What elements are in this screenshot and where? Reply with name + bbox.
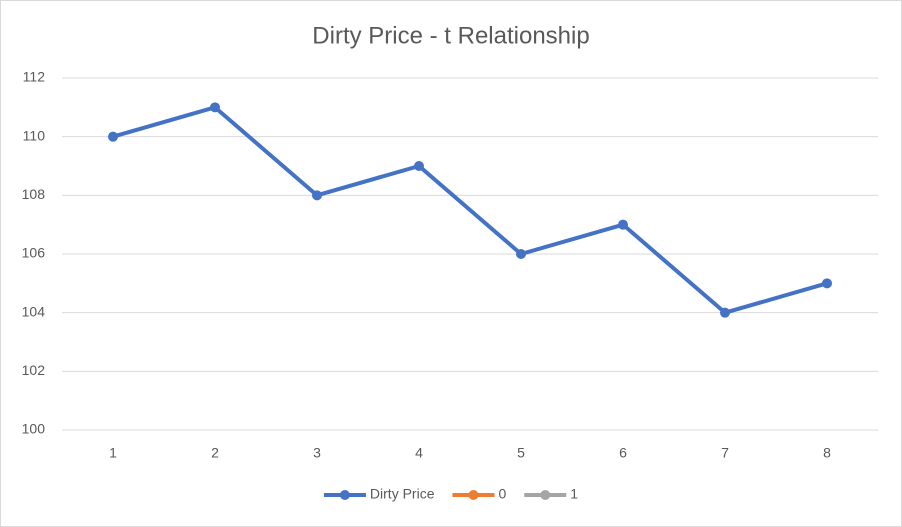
x-tick-label: 5 [517, 445, 525, 461]
y-tick-label: 106 [22, 245, 46, 261]
y-tick-label: 108 [22, 186, 46, 202]
data-point [414, 161, 424, 171]
data-point [720, 307, 730, 318]
legend-marker [339, 490, 350, 500]
x-tick-label: 8 [823, 445, 831, 461]
data-point [822, 278, 832, 289]
y-tick-label: 100 [22, 421, 46, 437]
legend-marker [468, 490, 479, 500]
x-tick-label: 1 [109, 445, 117, 461]
x-tick-label: 3 [313, 445, 321, 461]
legend-label: 0 [498, 486, 506, 502]
x-tick-label: 2 [211, 445, 219, 461]
data-point [312, 190, 322, 201]
legend-label: 1 [570, 486, 578, 502]
data-point [108, 131, 118, 142]
y-tick-label: 104 [22, 303, 46, 319]
y-tick-label: 112 [23, 69, 46, 85]
legend: Dirty Price 0 1 [323, 486, 578, 502]
legend-marker [540, 490, 551, 500]
x-tick-label: 6 [619, 445, 627, 461]
series-line [111, 105, 829, 315]
chart-title: Dirty Price - t Relationship [312, 22, 589, 49]
data-point [210, 102, 220, 113]
y-tick-label: 102 [22, 362, 46, 378]
x-tick-label: 7 [721, 445, 729, 461]
data-point [618, 219, 628, 230]
legend-label: Dirty Price [370, 486, 435, 502]
x-tick-label: 4 [415, 445, 423, 461]
y-tick-label: 110 [23, 127, 46, 143]
data-point [516, 249, 526, 259]
